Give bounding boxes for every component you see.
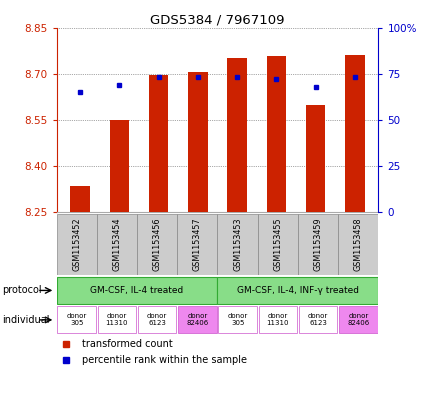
Text: individual: individual	[2, 315, 49, 325]
Bar	[305, 105, 325, 212]
Text: GSM1153457: GSM1153457	[192, 218, 201, 272]
Bar	[227, 58, 247, 212]
Text: percentile rank within the sample: percentile rank within the sample	[82, 354, 247, 365]
Bar	[266, 56, 286, 212]
Text: donor
305: donor 305	[66, 313, 87, 327]
Bar	[217, 214, 257, 275]
Text: donor
11310: donor 11310	[105, 313, 128, 327]
Text: GM-CSF, IL-4 treated: GM-CSF, IL-4 treated	[90, 286, 183, 295]
Bar	[338, 306, 377, 334]
Bar	[298, 306, 337, 334]
Bar	[148, 75, 168, 212]
Bar	[338, 214, 378, 275]
Text: GSM1153456: GSM1153456	[152, 218, 161, 272]
Bar	[137, 214, 177, 275]
Text: GM-CSF, IL-4, INF-γ treated: GM-CSF, IL-4, INF-γ treated	[237, 286, 358, 295]
Bar	[57, 306, 96, 334]
Text: GSM1153454: GSM1153454	[112, 218, 121, 272]
Bar	[344, 55, 364, 212]
Bar	[218, 306, 256, 334]
Text: donor
11310: donor 11310	[266, 313, 289, 327]
Text: donor
82406: donor 82406	[186, 313, 208, 327]
Bar	[56, 277, 217, 304]
Title: GDS5384 / 7967109: GDS5384 / 7967109	[150, 13, 284, 26]
Text: GSM1153452: GSM1153452	[72, 218, 81, 272]
Text: GSM1153459: GSM1153459	[313, 218, 322, 272]
Bar	[297, 214, 338, 275]
Text: donor
305: donor 305	[227, 313, 247, 327]
Text: GSM1153455: GSM1153455	[273, 218, 282, 272]
Bar	[138, 306, 176, 334]
Text: transformed count: transformed count	[82, 339, 173, 349]
Bar	[178, 306, 216, 334]
Text: protocol: protocol	[2, 285, 42, 296]
Text: donor
6123: donor 6123	[307, 313, 328, 327]
Bar	[217, 277, 378, 304]
Bar	[187, 72, 207, 212]
Bar	[97, 214, 137, 275]
Bar	[109, 121, 129, 212]
Bar	[257, 214, 297, 275]
Bar	[56, 214, 97, 275]
Bar	[258, 306, 296, 334]
Text: GSM1153453: GSM1153453	[233, 218, 242, 272]
Bar	[97, 306, 136, 334]
Text: donor
82406: donor 82406	[346, 313, 368, 327]
Bar	[70, 186, 90, 212]
Bar	[177, 214, 217, 275]
Text: GSM1153458: GSM1153458	[353, 218, 362, 272]
Text: donor
6123: donor 6123	[147, 313, 167, 327]
